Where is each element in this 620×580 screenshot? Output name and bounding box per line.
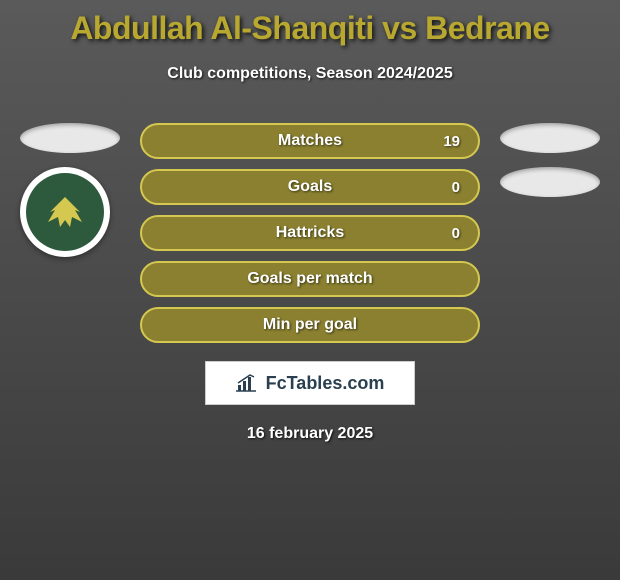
player-oval-left [20, 123, 120, 153]
club-badge-left [20, 167, 110, 257]
player-oval-right-1 [500, 123, 600, 153]
stat-bar-matches: Matches 19 [140, 123, 480, 159]
attribution-logo: FcTables.com [236, 373, 385, 394]
stat-bar-goals-per-match: Goals per match [140, 261, 480, 297]
subtitle: Club competitions, Season 2024/2025 [0, 65, 620, 83]
right-player-column [500, 123, 600, 211]
stat-label: Goals per match [247, 270, 372, 288]
stat-label: Hattricks [276, 224, 344, 242]
stats-bars: Matches 19 Goals 0 Hattricks 0 Goals per… [140, 123, 480, 343]
stat-bar-min-per-goal: Min per goal [140, 307, 480, 343]
stat-value: 0 [452, 225, 460, 242]
stat-value: 19 [443, 133, 460, 150]
eagle-icon [40, 192, 90, 232]
comparison-title: Abdullah Al-Shanqiti vs Bedrane [0, 0, 620, 47]
stat-bar-hattricks: Hattricks 0 [140, 215, 480, 251]
attribution-logo-box: FcTables.com [205, 361, 415, 405]
player-oval-right-2 [500, 167, 600, 197]
date-text: 16 february 2025 [0, 425, 620, 443]
content-area: Matches 19 Goals 0 Hattricks 0 Goals per… [0, 123, 620, 443]
left-player-column [20, 123, 120, 257]
stat-bar-goals: Goals 0 [140, 169, 480, 205]
stat-label: Matches [278, 132, 342, 150]
stat-label: Goals [288, 178, 332, 196]
attribution-text: FcTables.com [266, 373, 385, 394]
stat-value: 0 [452, 179, 460, 196]
chart-icon [236, 373, 260, 393]
stat-label: Min per goal [263, 316, 357, 334]
club-badge-inner [26, 173, 104, 251]
